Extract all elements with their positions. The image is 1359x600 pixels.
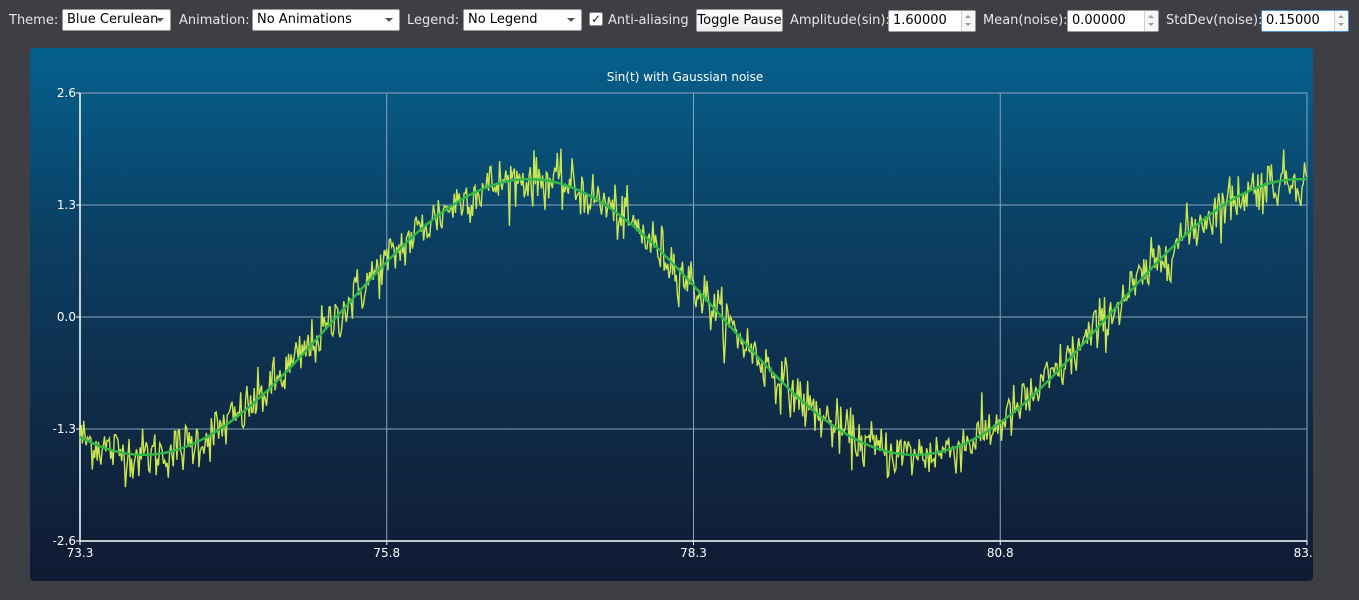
spin-buttons[interactable]: [961, 11, 975, 31]
theme-label: Theme:: [9, 13, 59, 28]
grid: [76, 92, 1308, 545]
spin-up-icon[interactable]: [1148, 15, 1154, 18]
x-tick-label: 80.8: [987, 546, 1014, 560]
spin-down-icon[interactable]: [1148, 23, 1154, 26]
legend-label: Legend:: [407, 13, 460, 28]
spin-buttons[interactable]: [1334, 11, 1348, 31]
y-tick-label: -1.3: [53, 422, 76, 436]
antialiasing-label[interactable]: Anti-aliasing: [608, 13, 689, 28]
spin-buttons[interactable]: [1144, 11, 1158, 31]
stddev-spinbox[interactable]: 0.15000: [1261, 10, 1349, 32]
x-tick-label: 75.8: [373, 546, 400, 560]
spin-down-icon[interactable]: [965, 23, 971, 26]
animation-label: Animation:: [179, 13, 250, 28]
chart-panel: Sin(t) with Gaussian noise 2.6 1.3 0.0 -…: [30, 48, 1313, 581]
y-tick-label: 1.3: [57, 198, 76, 212]
spin-up-icon[interactable]: [965, 15, 971, 18]
animation-combo-value: No Animations: [257, 12, 352, 27]
stddev-label: StdDev(noise):: [1166, 13, 1263, 28]
mean-spinbox[interactable]: 0.00000: [1067, 10, 1159, 32]
antialiasing-checkbox[interactable]: ✓: [589, 12, 603, 26]
amplitude-value: 1.60000: [893, 13, 947, 28]
chart-svg: Sin(t) with Gaussian noise 2.6 1.3 0.0 -…: [53, 70, 1313, 560]
legend-combo-value: No Legend: [468, 12, 538, 27]
y-axis-ticks: 2.6 1.3 0.0 -1.3 -2.6: [53, 86, 76, 548]
x-tick-label: 73.3: [67, 546, 94, 560]
x-axis-ticks: 73.3 75.8 78.3 80.8 83.3: [67, 546, 1313, 560]
chart-title: Sin(t) with Gaussian noise: [607, 70, 764, 84]
toggle-pause-button[interactable]: Toggle Pause: [696, 9, 783, 32]
amplitude-spinbox[interactable]: 1.60000: [888, 10, 976, 32]
amplitude-label: Amplitude(sin):: [790, 13, 890, 28]
spin-up-icon[interactable]: [1338, 15, 1344, 18]
smooth-sine-series-line: [79, 177, 1308, 456]
x-tick-label: 83.3: [1294, 546, 1313, 560]
y-tick-label: 2.6: [57, 86, 76, 100]
legend-combo[interactable]: No Legend: [463, 9, 582, 31]
chevron-down-icon: [156, 18, 164, 22]
theme-combo[interactable]: Blue Cerulean: [62, 9, 171, 31]
stddev-value: 0.15000: [1266, 13, 1320, 28]
toolbar: Theme: Blue Cerulean Animation: No Anima…: [0, 0, 1359, 42]
noisy-sine-series-line: [79, 148, 1308, 488]
y-tick-label: 0.0: [57, 310, 76, 324]
chevron-down-icon: [385, 18, 393, 22]
x-tick-label: 78.3: [680, 546, 707, 560]
y-tick-label: -2.6: [53, 534, 76, 548]
animation-combo[interactable]: No Animations: [252, 9, 400, 31]
chevron-down-icon: [567, 18, 575, 22]
theme-combo-value: Blue Cerulean: [67, 12, 159, 27]
mean-label: Mean(noise):: [983, 13, 1068, 28]
check-icon: ✓: [590, 12, 602, 26]
mean-value: 0.00000: [1072, 13, 1126, 28]
spin-down-icon[interactable]: [1338, 23, 1344, 26]
